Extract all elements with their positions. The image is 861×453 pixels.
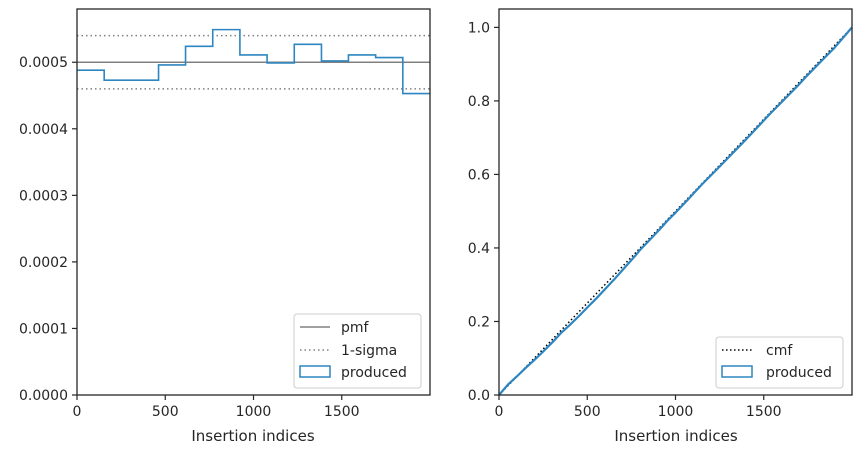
produced-cumulative-line [498, 26, 853, 396]
cmf-produced-legend-swatch [721, 365, 753, 378]
y-tick-label: 0.0000 [19, 388, 68, 404]
pmf-legend-label: pmf [341, 320, 370, 336]
pmf-panel: 0 500 1000 1500 0.00000.00010.00020.00030.0… [19, 8, 431, 445]
cmf-legend: cmf produced [715, 336, 844, 389]
y-tick-label: 0.6 [468, 167, 490, 183]
x-tick-label: 500 [152, 404, 179, 420]
y-tick-label: 0.0005 [19, 55, 68, 71]
x-tick-label: 0 [73, 404, 82, 420]
x-tick-label: 1000 [236, 404, 272, 420]
pmf-x-axis-label: Insertion indices [191, 427, 314, 445]
y-tick-label: 0.8 [468, 94, 490, 110]
cmf-produced-legend-label: produced [766, 365, 832, 381]
sigma-legend-label: 1-sigma [341, 343, 397, 359]
pmf-y-ticks: 0.0000 0.0001 0.0002 0.0003 0.0004 0.0005 [19, 55, 77, 404]
cmf-legend-label: cmf [766, 343, 793, 359]
cmf-panel: 0 500 1000 1500 0.0 0.2 0.4 0.6 0.8 1.0 Insertio… [468, 8, 853, 445]
y-tick-label: 0.4 [468, 241, 490, 257]
x-tick-label: 1500 [324, 404, 360, 420]
x-tick-label: 1000 [658, 404, 694, 420]
produced-legend-swatch [299, 365, 331, 378]
produced-legend-label: produced [341, 365, 407, 381]
cmf-line [498, 26, 853, 396]
pmf-plot-area [77, 28, 430, 95]
produced-histogram [77, 28, 430, 95]
x-tick-label: 500 [574, 404, 601, 420]
pmf-legend: pmf 1-sigma produced [293, 313, 422, 389]
y-tick-label: 0.2 [468, 314, 490, 330]
y-tick-label: 1.0 [468, 20, 490, 36]
cmf-x-ticks: 0 500 1000 1500 [495, 395, 782, 420]
y-tick-label: 0.0002 [19, 255, 68, 271]
y-tick-label: 0.0004 [19, 122, 68, 138]
x-tick-label: 0 [495, 404, 504, 420]
x-tick-label: 1500 [746, 404, 782, 420]
cmf-plot-area [498, 26, 853, 396]
cmf-legend-box [715, 336, 844, 389]
cmf-y-ticks: 0.0 0.2 0.4 0.6 0.8 1.0 [468, 20, 499, 404]
pmf-legend-box [293, 313, 422, 389]
y-tick-label: 0.0003 [19, 188, 68, 204]
y-tick-label: 0.0001 [19, 321, 68, 337]
y-tick-label: 0.0 [468, 388, 490, 404]
pmf-x-ticks: 0 500 1000 1500 [73, 395, 360, 420]
cmf-x-axis-label: Insertion indices [614, 427, 737, 445]
